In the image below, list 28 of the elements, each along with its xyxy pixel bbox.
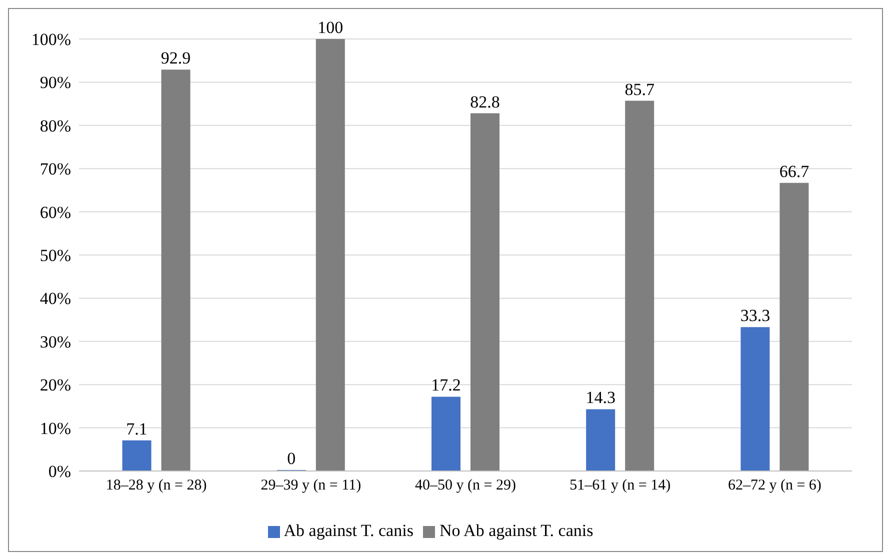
y-tick-label: 90% <box>40 73 71 92</box>
data-label: 92.9 <box>160 48 191 68</box>
legend-label: Ab against T. canis <box>284 521 414 540</box>
data-label: 100 <box>318 18 344 37</box>
y-tick-label: 60% <box>40 202 71 222</box>
y-tick-label: 80% <box>40 116 71 136</box>
data-label: 85.7 <box>624 80 655 99</box>
x-tick-label: 18–28 y (n = 28) <box>106 478 207 494</box>
y-tick-label: 20% <box>40 376 71 395</box>
y-tick-label: 30% <box>40 332 71 352</box>
y-tick-label: 40% <box>40 289 71 308</box>
data-label: 17.2 <box>431 376 461 395</box>
data-label: 82.8 <box>470 92 500 112</box>
data-label: 7.1 <box>126 419 148 438</box>
data-label: 0 <box>287 449 296 468</box>
y-tick-label: 50% <box>40 246 71 266</box>
data-label: 66.7 <box>779 162 810 181</box>
y-tick-label: 100% <box>31 30 71 50</box>
x-tick-label: 40–50 y (n = 29) <box>415 478 516 494</box>
legend-label: No Ab against T. canis <box>439 521 594 540</box>
data-label: 33.3 <box>740 306 770 326</box>
data-label: 14.3 <box>586 388 616 408</box>
y-tick-label: 0% <box>48 462 71 482</box>
x-tick-label: 29–39 y (n = 11) <box>260 478 362 494</box>
x-tick-label: 62–72 y (n = 6) <box>728 478 822 494</box>
y-tick-label: 70% <box>40 160 71 179</box>
y-tick-label: 10% <box>40 418 71 438</box>
x-tick-label: 51–61 y (n = 14) <box>570 478 671 494</box>
